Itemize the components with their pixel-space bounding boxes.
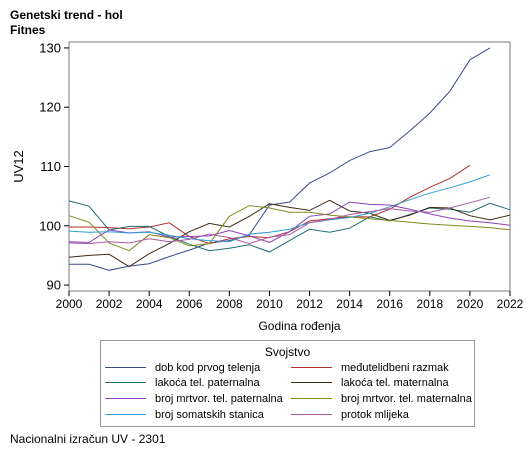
x-tick-label: 2006 [176, 297, 203, 311]
x-tick-label: 2018 [416, 297, 443, 311]
x-tick-label: 2010 [256, 297, 283, 311]
x-axis-label: Godina rođenja [258, 319, 340, 333]
legend-item: dob kod prvog telenja [105, 361, 260, 375]
legend-swatch [105, 366, 146, 368]
y-tick-label: 120 [39, 100, 61, 115]
chart-subtitle: Fitnes [10, 23, 46, 37]
series-line-4 [68, 199, 511, 268]
legend-label: protok mlijeka [341, 409, 409, 421]
series-line-3 [68, 200, 511, 253]
x-tick-label: 2022 [497, 297, 524, 311]
legend-label: broj mrtvor. tel. paternalna [155, 393, 283, 405]
legend: Svojstvo dob kod prvog telenja međutelidb… [100, 340, 475, 427]
footer-note: Nacionalni izračun UV - 2301 [10, 432, 166, 446]
legend-item: broj mrtvor. tel. paternalna [105, 392, 283, 406]
x-tick-label: 2012 [296, 297, 323, 311]
x-tick-label: 2016 [376, 297, 403, 311]
legend-item: broj mrtvor. tel. maternalna [291, 392, 472, 406]
legend-swatch [291, 413, 332, 415]
legend-item: broj somatskih stanica [105, 408, 264, 422]
legend-label: broj mrtvor. tel. maternalna [341, 393, 472, 405]
legend-swatch [291, 381, 332, 383]
legend-title: Svojstvo [264, 345, 311, 359]
legend-swatch [105, 397, 146, 399]
x-tick-label: 2000 [56, 297, 83, 311]
x-tick-label: 2008 [216, 297, 243, 311]
legend-label: lakoća tel. paternalna [155, 377, 260, 389]
chart-title: Genetski trend - hol [10, 8, 123, 22]
legend-item: lakoća tel. paternalna [105, 376, 260, 390]
legend-swatch [105, 381, 146, 383]
legend-swatch [105, 413, 146, 415]
x-tick-label: 2020 [457, 297, 484, 311]
y-tick-label: 130 [39, 40, 61, 55]
plot-frame [68, 41, 511, 292]
legend-item: međutelidbeni razmak [291, 361, 449, 375]
series-line-1 [69, 47, 491, 271]
x-tick-label: 2002 [96, 297, 123, 311]
legend-label: međutelidbeni razmak [341, 362, 449, 374]
x-tick-label: 2014 [336, 297, 363, 311]
legend-label: broj somatskih stanica [155, 409, 264, 421]
line-chart: 90 100 110 120 130 2000 2002 2004 2006 2008 2010 20… [11, 40, 524, 333]
y-tick-label: 90 [47, 278, 61, 293]
legend-label: dob kod prvog telenja [155, 362, 261, 374]
legend-label: lakoća tel. maternalna [341, 377, 449, 389]
x-tick-label: 2004 [136, 297, 163, 311]
legend-swatch [291, 397, 332, 399]
series-line-7 [68, 174, 491, 243]
y-tick-label: 110 [40, 159, 61, 174]
y-axis-label: UV12 [11, 150, 26, 183]
y-tick-label: 100 [39, 218, 61, 233]
series-line-8 [68, 196, 491, 245]
legend-item: lakoća tel. maternalna [291, 376, 449, 390]
legend-swatch [291, 366, 332, 368]
legend-item: protok mlijeka [291, 408, 409, 422]
